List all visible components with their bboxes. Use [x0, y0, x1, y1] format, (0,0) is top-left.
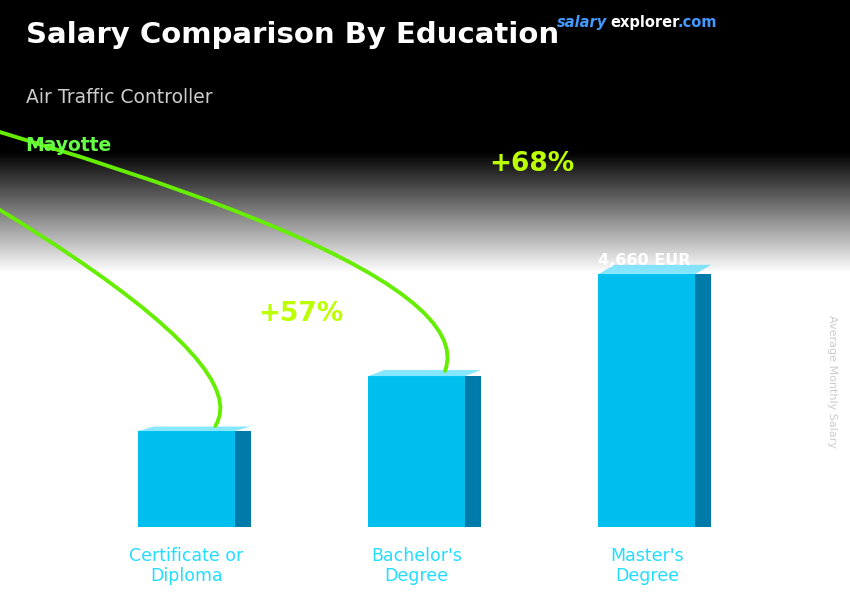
- Text: Salary Comparison By Education: Salary Comparison By Education: [26, 21, 558, 49]
- Polygon shape: [465, 376, 481, 527]
- Bar: [598, 274, 695, 527]
- Text: explorer: explorer: [610, 15, 680, 30]
- Text: +68%: +68%: [489, 152, 575, 178]
- Bar: [368, 376, 465, 527]
- Text: +57%: +57%: [258, 301, 344, 327]
- Text: Air Traffic Controller: Air Traffic Controller: [26, 88, 212, 107]
- Polygon shape: [695, 274, 711, 527]
- Text: salary: salary: [557, 15, 607, 30]
- Polygon shape: [235, 431, 251, 527]
- Polygon shape: [598, 265, 711, 274]
- Text: 1,770 EUR: 1,770 EUR: [138, 410, 230, 425]
- Text: 2,780 EUR: 2,780 EUR: [368, 355, 461, 370]
- Text: Average Monthly Salary: Average Monthly Salary: [827, 315, 837, 448]
- Polygon shape: [368, 370, 481, 376]
- Text: .com: .com: [677, 15, 717, 30]
- Text: 4,660 EUR: 4,660 EUR: [598, 253, 691, 267]
- Bar: [138, 431, 235, 527]
- Text: Mayotte: Mayotte: [26, 136, 111, 155]
- Polygon shape: [138, 427, 251, 431]
